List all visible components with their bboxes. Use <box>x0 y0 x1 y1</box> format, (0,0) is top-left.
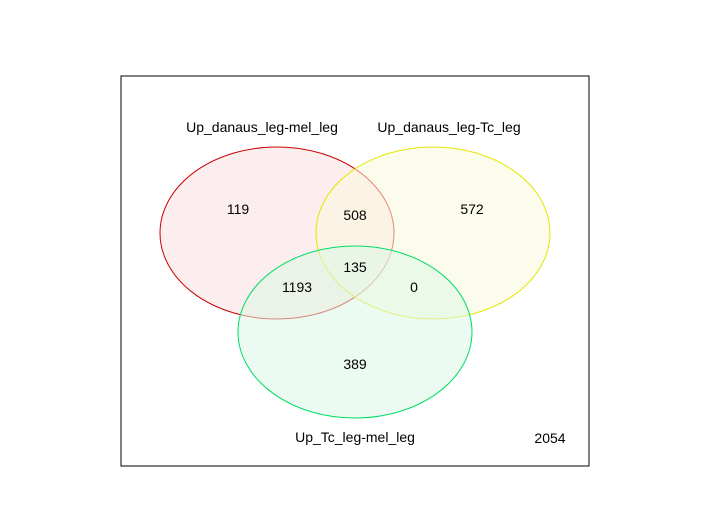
set-circle-c <box>237 245 473 419</box>
set-label-a: Up_danaus_leg-mel_leg <box>186 119 338 135</box>
count-outside: 2054 <box>534 430 565 446</box>
count-a-b-c: 135 <box>343 259 367 275</box>
count-a-and-c: 1193 <box>282 279 312 295</box>
count-c-only: 389 <box>343 356 367 372</box>
plot-frame <box>120 75 590 467</box>
count-b-only: 572 <box>460 201 484 217</box>
count-a-only: 119 <box>227 201 250 217</box>
set-label-c: Up_Tc_leg-mel_leg <box>295 429 415 445</box>
count-b-and-c: 0 <box>410 279 418 295</box>
count-a-and-b: 508 <box>343 207 367 223</box>
set-label-b: Up_danaus_leg-Tc_leg <box>377 119 520 135</box>
